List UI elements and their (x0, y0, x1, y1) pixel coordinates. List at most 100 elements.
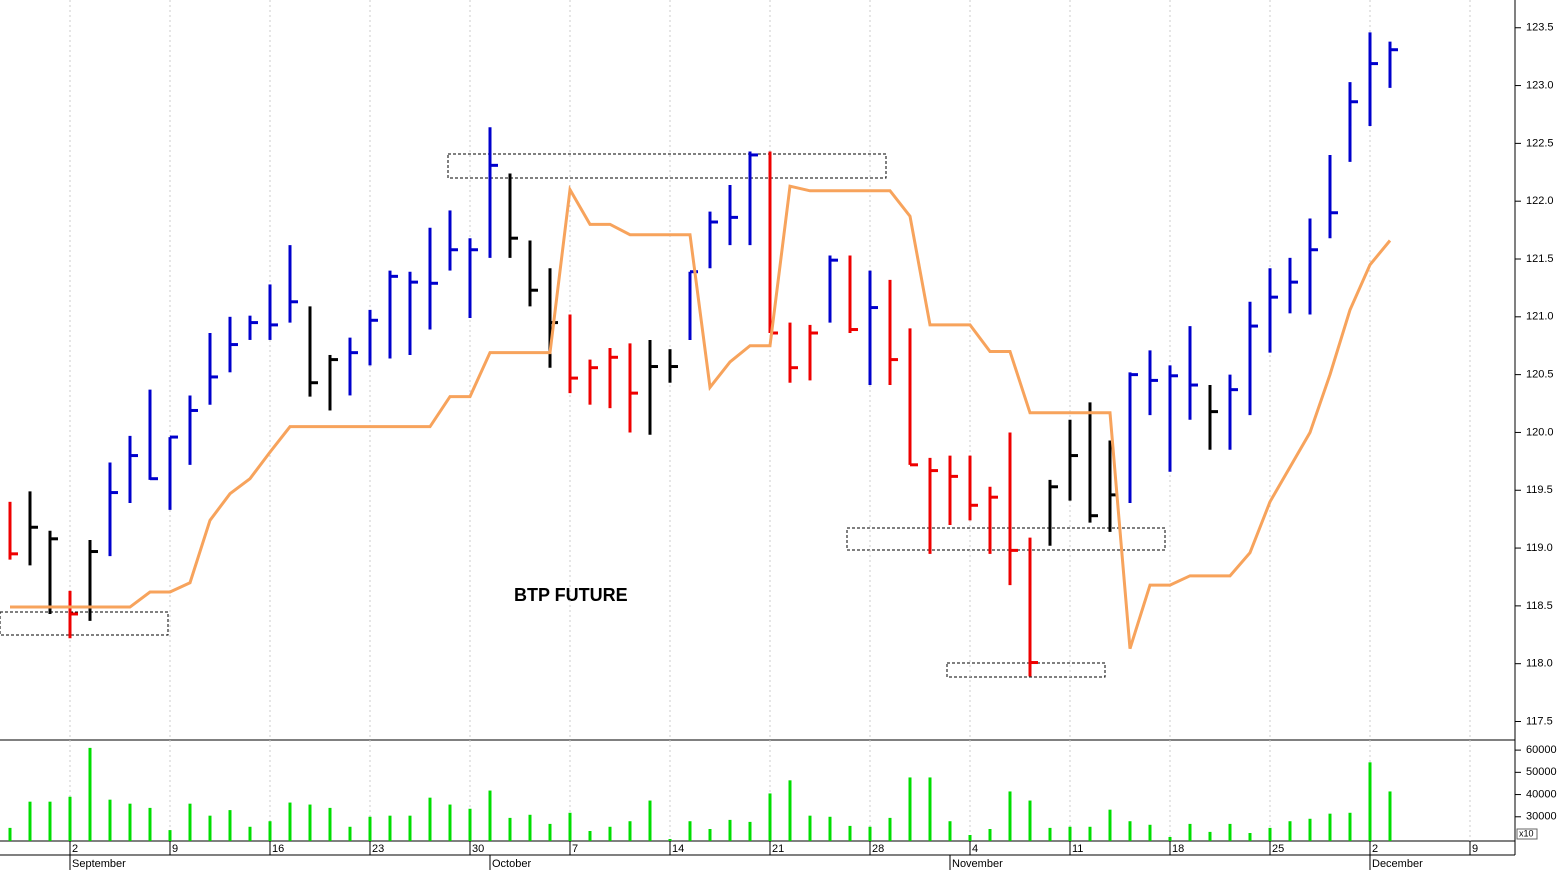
volume-bar (1208, 831, 1212, 841)
volume-bar (848, 825, 852, 841)
x-tick-label: 16 (272, 843, 284, 855)
volume-bar (248, 826, 252, 841)
x-tick-label: 30 (472, 843, 484, 855)
volume-bar (1288, 821, 1292, 841)
volume-bar (948, 821, 952, 841)
y-tick-label: 123.0 (1526, 79, 1554, 91)
volume-bar (188, 803, 192, 841)
volume-bar (1128, 821, 1132, 841)
y-tick-label: 40000 (1526, 788, 1557, 800)
x-tick-label: 2 (72, 843, 78, 855)
volume-bar (768, 793, 772, 841)
volume-bar (68, 796, 72, 841)
y-tick-label: 60000 (1526, 744, 1557, 756)
x-tick-label: 23 (372, 843, 384, 855)
stop-line (10, 184, 1392, 650)
y-tick-label: 30000 (1526, 811, 1557, 823)
volume-bar (508, 817, 512, 841)
x-tick-label: 18 (1172, 843, 1184, 855)
volume-bar (288, 802, 292, 841)
volume-bar (928, 777, 932, 841)
volume-bar (1008, 791, 1012, 841)
volume-bar (1088, 826, 1092, 841)
volume-bar (868, 826, 872, 841)
chart-title: BTP FUTURE (514, 585, 628, 605)
x-tick-label: 28 (872, 843, 884, 855)
volume-bar (1108, 809, 1112, 841)
volume-bar (428, 797, 432, 841)
volume-bar (708, 829, 712, 841)
volume-bar (268, 821, 272, 841)
volume-bar (28, 801, 32, 841)
volume-bar (208, 815, 212, 841)
volume-bar (348, 826, 352, 841)
y-tick-label: 120.5 (1526, 369, 1554, 381)
volume-bar (1368, 762, 1372, 841)
volume-bar (548, 823, 552, 841)
y-tick-label: 118.5 (1526, 600, 1553, 612)
volume-bar (1308, 818, 1312, 841)
x-tick-label: 25 (1272, 843, 1284, 855)
volume-bar (888, 817, 892, 841)
y-tick-label: 123.5 (1526, 22, 1554, 34)
range-box (946, 662, 1106, 678)
volume-bar (108, 799, 112, 841)
volume-bar (748, 821, 752, 841)
volume-bar (1228, 823, 1232, 841)
volume-bar (808, 815, 812, 841)
volume-bar (728, 819, 732, 841)
month-label: November (952, 858, 1003, 870)
volume-bar (1148, 824, 1152, 841)
volume-bar (408, 815, 412, 841)
volume-bar (528, 814, 532, 841)
volume-bar (568, 812, 572, 841)
volume-bar (88, 747, 92, 841)
volume-bar (1028, 800, 1032, 841)
range-box (0, 611, 169, 636)
volume-bar (148, 807, 152, 841)
x-tick-label: 4 (972, 843, 978, 855)
volume-bar (1188, 823, 1192, 841)
x-tick-label: 9 (1472, 843, 1478, 855)
volume-bar (668, 839, 672, 841)
volume-bar (968, 835, 972, 841)
range-box (447, 153, 887, 179)
y-tick-label: 122.0 (1526, 195, 1554, 207)
volume-bar (1328, 813, 1332, 841)
volume-bar (1068, 826, 1072, 841)
volume-bar (128, 803, 132, 841)
volume-bar (1348, 812, 1352, 841)
volume-bar (648, 800, 652, 841)
volume-bar (388, 815, 392, 841)
y-tick-label: 118.0 (1526, 658, 1553, 670)
volume-bar (8, 827, 12, 841)
y-tick-label: 119.5 (1526, 484, 1553, 496)
y-tick-label: 121.5 (1526, 253, 1554, 265)
volume-bar (588, 831, 592, 841)
volume-bar (608, 826, 612, 841)
volume-bar (368, 816, 372, 841)
volume-bar (48, 801, 52, 841)
volume-bar (308, 804, 312, 841)
volume-bar (1248, 833, 1252, 841)
volume-bar (828, 816, 832, 841)
volume-bar (488, 790, 492, 841)
y-tick-label: 121.0 (1526, 311, 1554, 323)
volume-bar (1388, 791, 1392, 841)
volume-bar (788, 780, 792, 841)
volume-bar (228, 810, 232, 841)
y-tick-label: 50000 (1526, 766, 1557, 778)
volume-bar (468, 808, 472, 841)
x-tick-label: 7 (572, 843, 578, 855)
y-tick-label: 122.5 (1526, 137, 1554, 149)
y-tick-label: 120.0 (1526, 426, 1554, 438)
x-tick-label: 14 (672, 843, 684, 855)
month-label: September (72, 858, 126, 870)
y-tick-label: 119.0 (1526, 542, 1553, 554)
x-tick-label: 9 (172, 843, 178, 855)
unit-label: x10 (1519, 828, 1534, 838)
volume-bar (988, 829, 992, 841)
x-tick-label: 11 (1072, 843, 1083, 855)
volume-bar (1268, 827, 1272, 841)
